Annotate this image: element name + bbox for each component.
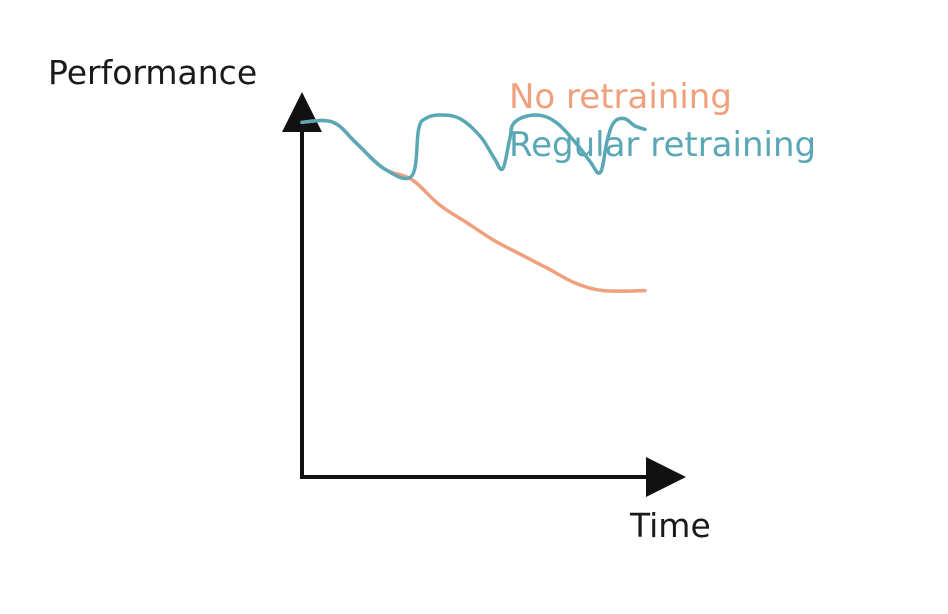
legend-no-retraining: No retraining [509, 77, 732, 117]
x-axis-label: Time [629, 506, 711, 545]
legend: No retraining Regular retraining [509, 77, 816, 165]
y-axis-label: Performance [48, 53, 257, 92]
series-layer [300, 113, 647, 293]
legend-regular-retraining: Regular retraining [509, 125, 816, 165]
series-line-regular-retraining [300, 113, 647, 181]
